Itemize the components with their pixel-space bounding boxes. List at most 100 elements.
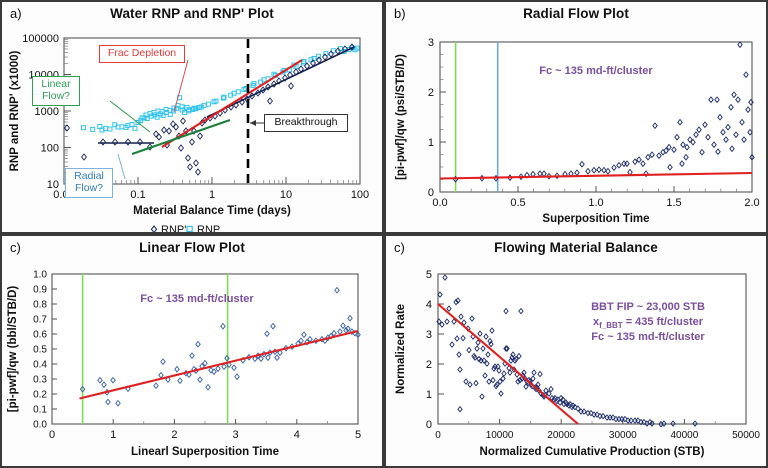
callout-linear-flow-line1: Linear [41,78,71,90]
panel-label-a: a) [10,6,22,21]
xtick-d-3: 30000 [609,430,637,441]
ytick-a-1: 100 [41,143,59,155]
ytick-b-0: 0 [428,187,434,199]
ytick-c-9: 0.9 [33,285,47,296]
xaxis-title-b: Superposition Time [542,213,649,225]
panel-linear-flow: c) Linear Flow Plot 0.0 0.1 0.2 0.3 0.4 [0,234,384,468]
yaxis-title-d: Normalized Rate [395,304,407,394]
ytick-c-1: 0.1 [33,405,47,416]
panel-label-c: c) [10,240,21,255]
chart-svg-c: 0.0 0.1 0.2 0.3 0.4 0.5 0.6 0.7 0.8 0.9 … [7,270,361,459]
plot-area-c: 0.0 0.1 0.2 0.3 0.4 0.5 0.6 0.7 0.8 0.9 … [2,236,382,466]
ytick-c-3: 0.3 [33,375,47,386]
panel-water-rnp: a) Water RNP and RNP' Plot [0,0,384,234]
yaxis-title-c: [pi-pwf]/qw (bbl/STB/D) [7,286,19,413]
fmb-trend-line-d [437,303,579,425]
annotation-d-2: xf_BBT = 435 ft/cluster [593,316,704,330]
ytick-c-5: 0.5 [33,345,47,356]
callout-breakthrough: Breakthrough [264,114,348,132]
late-trend-line [206,46,355,118]
xtick-a-1: 0.1 [130,189,145,201]
ytick-b-2: 2 [428,87,434,99]
panel-flowing-material-balance: c) Flowing Material Balance 0 1 2 3 4 5 [384,234,768,468]
chart-svg-d: 0 1 2 3 4 5 0 10000 20000 [395,269,760,458]
panel-label-d: c) [394,240,405,255]
xtick-c-3: 3 [233,429,239,441]
ytick-a-0: 10 [47,179,59,191]
ytick-a-4: 100000 [22,33,59,45]
plot-area-d: 0 1 2 3 4 5 0 10000 20000 [386,236,766,466]
linear-flow-line [131,119,231,155]
panel-title-b: Radial Flow Plot [523,6,629,21]
annotation-d-3: Fc ~ 135 md-ft/cluster [591,331,705,343]
xaxis-title-d: Normalized Cumulative Production (STB) [480,446,705,458]
callout-linear-flow-line2: Flow? [41,89,70,102]
annotation-d-2-base: x [593,316,600,328]
xtick-d-2: 20000 [547,430,575,441]
ytick-a-2: 1000 [35,106,59,118]
xtick-c-2: 2 [171,429,177,441]
ytick-d-2: 2 [426,359,432,371]
annotation-d-1: BBT FIP ~ 23,000 STB [591,301,705,313]
callout-linear-flow: Linear Flow? [32,76,80,106]
ytick-b-1: 1 [428,137,434,149]
callout-breakthrough-label: Breakthrough [274,116,338,128]
annotation-d-2-sub: f_BBT [599,321,623,330]
yaxis-title-b: [pi-pwf]/qw (psi/STB/D) [395,54,407,180]
xtick-d-5: 50000 [732,430,760,441]
xtick-c-1: 1 [110,429,116,441]
ytick-d-4: 4 [426,299,432,311]
xtick-a-3: 10 [280,189,292,201]
plot-area-b: 0 1 2 3 [386,2,766,232]
ytick-c-4: 0.4 [33,360,47,371]
ytick-b-3: 3 [428,37,434,49]
xtick-c-5: 5 [355,429,361,441]
xtick-b-2: 1.0 [588,197,603,209]
xtick-a-4: 100 [351,189,369,201]
linear-trend-line-c [79,329,359,400]
callout-radial-flow-line2: Flow? [74,181,103,194]
ytick-d-3: 3 [426,329,432,341]
ytick-c-0: 0.0 [33,420,47,431]
ytick-c-7: 0.7 [33,315,47,326]
xaxis-title-c: Linearl Superposition Time [131,446,279,458]
xtick-d-0: 0 [435,430,441,441]
panel-label-b: b) [394,6,406,21]
legend-label-rnp: RNP [197,224,220,234]
ytick-d-5: 5 [426,269,432,281]
ytick-c-8: 0.8 [33,300,47,311]
annotation-b: Fc ~ 135 md-ft/cluster [539,65,653,77]
radial-trend-line-b [439,171,753,180]
ytick-c-6: 0.6 [33,330,47,341]
panel-title-d: Flowing Material Balance [494,240,658,255]
annotations-d: BBT FIP ~ 23,000 STB xf_BBT = 435 ft/clu… [591,301,705,343]
xtick-d-1: 10000 [486,430,514,441]
callout-frac-depletion: Frac Depletion [99,45,185,63]
ytick-d-0: 0 [426,419,432,431]
xtick-c-0: 0 [49,429,55,441]
xtick-b-3: 1.5 [666,197,681,209]
panel-title-a: Water RNP and RNP' Plot [110,6,274,21]
xtick-a-2: 1 [209,189,215,201]
panel-radial-flow: b) Radial Flow Plot 0 [384,0,768,234]
xtick-c-4: 4 [294,429,300,441]
legend-a: RNP' RNP [150,224,220,234]
legend-label-rnp-prime: RNP' [161,224,186,234]
xtick-b-4: 2.0 [744,197,759,209]
callout-frac-depletion-label: Frac Depletion [107,47,177,59]
xtick-d-4: 40000 [670,430,698,441]
frac-depletion-line [161,59,303,148]
xaxis-title-a: Material Balance Time (days) [133,205,291,217]
ytick-c-2: 0.2 [33,390,47,401]
xtick-b-0: 0.0 [432,197,447,209]
annotation-c: Fc ~ 135 md-ft/cluster [140,293,254,305]
annotation-d-2-rest: = 435 ft/cluster [623,316,704,328]
chart-svg-b: 0 1 2 3 [395,37,760,225]
callout-radial-flow: Radial Flow? [65,168,113,198]
callout-radial-flow-line1: Radial [74,170,104,182]
ytick-d-1: 1 [426,389,432,401]
ytick-c-10: 1.0 [33,270,47,281]
yaxis-title-a: RNP and RNP' (x1000) [9,50,21,171]
panel-title-c: Linear Flow Plot [139,240,245,255]
